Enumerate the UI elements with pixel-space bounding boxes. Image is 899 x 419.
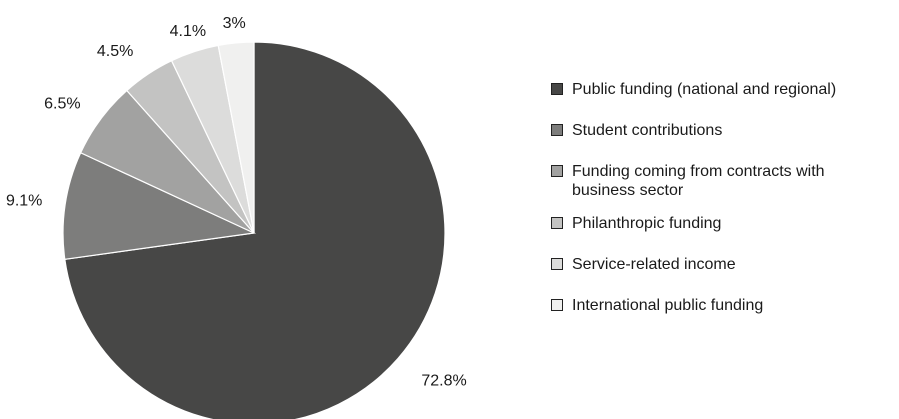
legend-swatch [551, 124, 563, 136]
legend-item-student-contributions: Student contributions [551, 121, 896, 140]
pie-value-label: 6.5% [44, 96, 80, 113]
legend-item-international-funding: International public funding [551, 296, 896, 315]
legend-swatch [551, 217, 563, 229]
pie-value-label: 4.5% [97, 43, 133, 60]
legend: Public funding (national and regional) S… [551, 80, 896, 337]
pie-slice [64, 41, 446, 419]
legend-swatch [551, 165, 563, 177]
legend-swatch [551, 83, 563, 95]
pie-value-label: 3% [223, 15, 246, 32]
pie-slices [62, 41, 446, 419]
legend-item-service-income: Service-related income [551, 255, 896, 274]
legend-label: Service-related income [572, 256, 736, 273]
legend-item-public-funding: Public funding (national and regional) [551, 80, 896, 99]
pie-value-label: 9.1% [6, 193, 42, 210]
legend-label: International public funding [572, 297, 764, 314]
legend-item-philanthropic: Philanthropic funding [551, 214, 896, 233]
pie-slice [217, 41, 255, 234]
pie-slice [62, 151, 257, 260]
legend-swatch [551, 258, 563, 270]
legend-label: Philanthropic funding [572, 215, 722, 232]
legend-label: Public funding (national and regional) [572, 81, 837, 98]
pie-value-label: 4.1% [170, 23, 206, 40]
pie-value-label: 72.8% [421, 373, 466, 390]
legend-label: Student contributions [572, 122, 723, 139]
pie-chart: 72.8% 9.1% 6.5% 4.5% 4.1% 3% [6, 15, 467, 419]
legend-item-business-contracts: Funding coming from contracts with busin… [551, 162, 896, 200]
pie-value-labels: 72.8% 9.1% 6.5% 4.5% 4.1% 3% [6, 15, 467, 390]
legend-swatch [551, 299, 563, 311]
legend-label: Funding coming from contracts with busin… [572, 163, 825, 199]
